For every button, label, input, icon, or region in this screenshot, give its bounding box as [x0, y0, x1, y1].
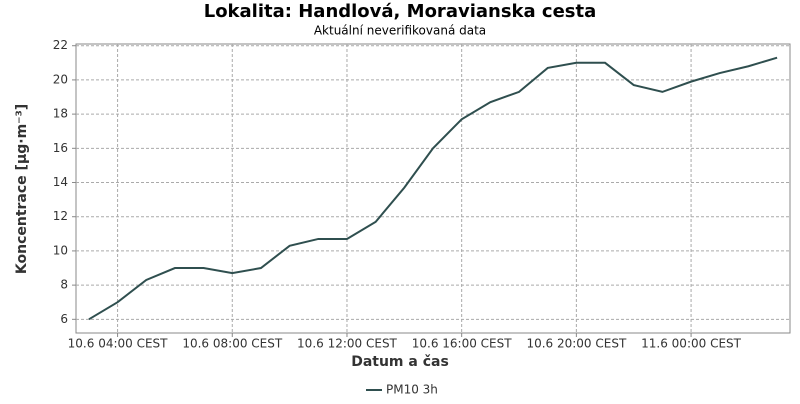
x-axis-label: Datum a čas — [351, 354, 449, 370]
chart-subtitle: Aktuální neverifikovaná data — [314, 24, 486, 38]
y-tick-label: 20 — [53, 72, 68, 86]
y-tick-label: 12 — [53, 209, 68, 223]
y-tick-label: 8 — [60, 278, 68, 292]
plot-area — [75, 43, 791, 334]
x-tick-label: 10.6 12:00 CEST — [297, 337, 398, 351]
x-tick-label: 10.6 08:00 CEST — [182, 337, 283, 351]
x-tick-label: 11.6 00:00 CEST — [641, 337, 742, 351]
y-axis-label: Koncentrace [µg·m⁻³] — [14, 104, 30, 274]
y-tick-label: 16 — [53, 141, 68, 155]
data-line — [88, 56, 778, 321]
y-tick-label: 18 — [53, 107, 68, 121]
y-tick-label: 22 — [53, 38, 68, 52]
y-tick-label: 10 — [53, 243, 68, 257]
y-tick-label: 14 — [53, 175, 68, 189]
chart-title: Lokalita: Handlová, Moravianska cesta — [204, 1, 597, 22]
x-tick-label: 10.6 20:00 CEST — [526, 337, 627, 351]
x-tick-label: 10.6 16:00 CEST — [412, 337, 513, 351]
legend-label: PM10 3h — [386, 383, 438, 397]
y-tick-label: 6 — [60, 312, 68, 326]
x-tick-label: 10.6 04:00 CEST — [68, 337, 169, 351]
